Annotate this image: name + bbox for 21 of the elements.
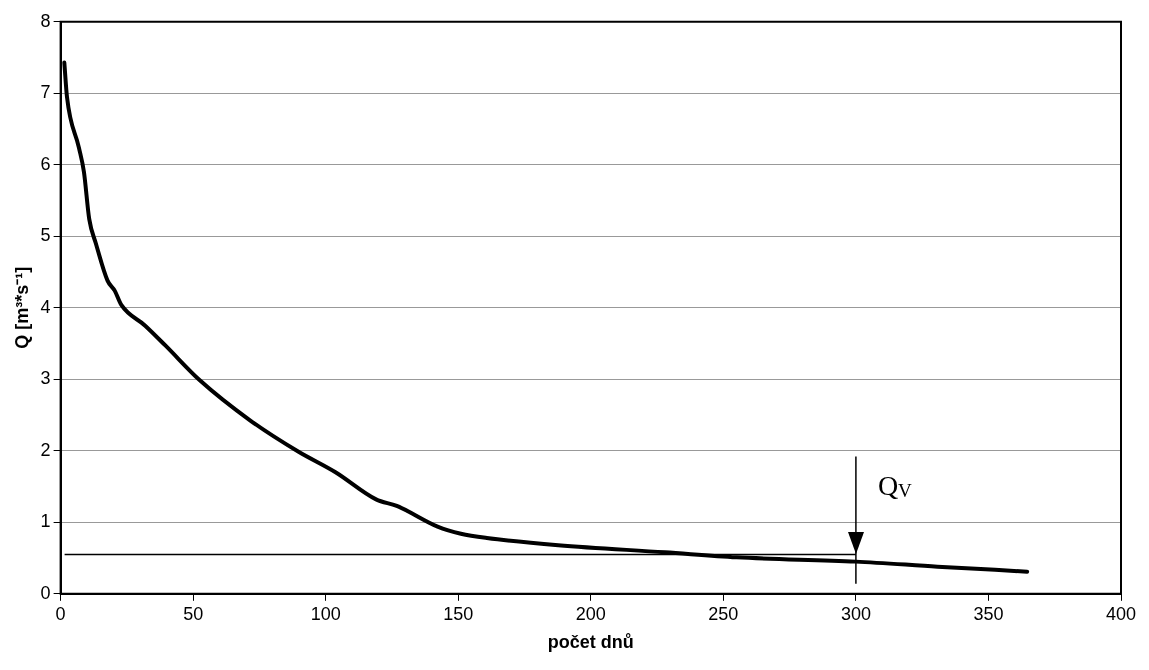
x-tick-label: 400 (1105, 603, 1137, 624)
x-tick-label: 200 (575, 603, 606, 624)
x-axis-title: počet dnů (547, 632, 634, 653)
x-tick-label: 100 (310, 603, 341, 624)
x-tick-label: 0 (55, 603, 66, 624)
y-tick-label: 4 (40, 296, 51, 317)
y-tick-label: 2 (40, 439, 51, 460)
y-tick-label: 5 (40, 225, 51, 246)
x-tick-label: 350 (973, 603, 1004, 624)
y-tick-label: 6 (40, 153, 51, 174)
y-tick-label: 0 (40, 582, 51, 603)
ref-line-label: QV (877, 469, 913, 501)
y-tick-label: 7 (40, 82, 51, 103)
y-axis-title: Q [m³*s⁻¹] (11, 266, 32, 349)
y-tick-label: 8 (40, 10, 51, 31)
y-tick-label: 1 (40, 511, 51, 532)
y-tick-label: 3 (40, 368, 51, 389)
x-tick-label: 150 (443, 603, 474, 624)
x-tick-label: 250 (708, 603, 739, 624)
x-tick-label: 300 (840, 603, 871, 624)
x-tick-label: 50 (183, 603, 204, 624)
